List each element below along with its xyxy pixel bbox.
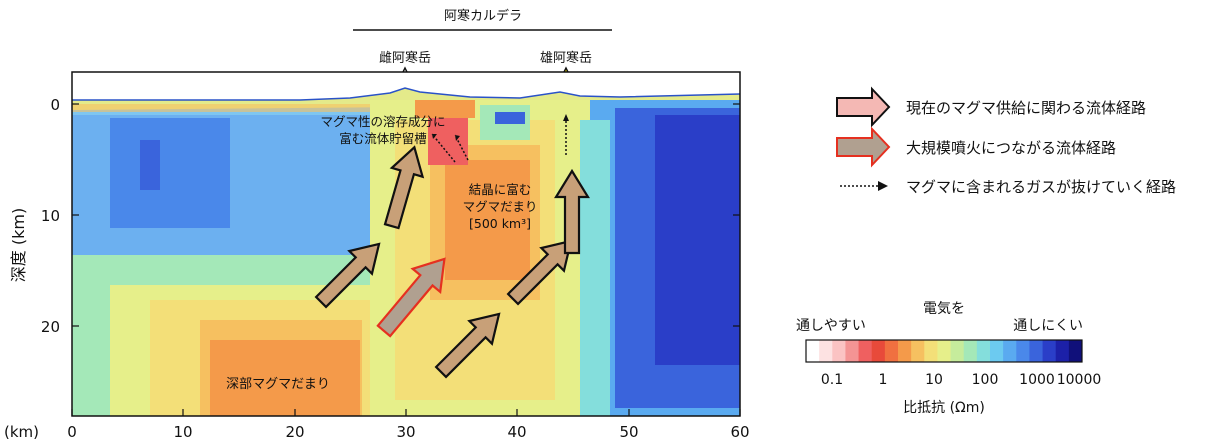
colorbar-cell bbox=[845, 340, 860, 362]
x-tick-label: 30 bbox=[396, 423, 415, 441]
colorbar-cell bbox=[1068, 340, 1083, 362]
colorbar-cell bbox=[963, 340, 978, 362]
colorbar-cell bbox=[819, 340, 833, 362]
legend-large-eruption-label: 大規模噴火につながる流体経路 bbox=[906, 139, 1116, 157]
x-tick-label: 0 bbox=[67, 423, 77, 441]
legend-current-supply-label: 現在のマグマ供給に関わる流体経路 bbox=[906, 99, 1146, 117]
colorbar-tick-label: 1000 bbox=[1019, 372, 1055, 388]
oakandake-label: 雄阿寒岳 bbox=[540, 50, 592, 66]
flow-arrow-3-icon bbox=[434, 312, 501, 379]
legend: 現在のマグマ供給に関わる流体経路 大規模噴火につながる流体経路 マグマに含まれる… bbox=[836, 86, 1176, 196]
flow-arrow-4-icon bbox=[506, 239, 573, 306]
colorbar-tick-label: 100 bbox=[972, 372, 999, 388]
gas-path-arrow-left-head-icon bbox=[432, 134, 437, 139]
legend-current-supply-icon bbox=[836, 86, 891, 128]
gas-path-arrow-mid bbox=[454, 134, 469, 161]
x-tick-label: 60 bbox=[730, 423, 749, 441]
meakandake-label: 雌阿寒岳 bbox=[379, 50, 431, 66]
colorbar-cell bbox=[871, 340, 886, 362]
crystal-annotation-line3: [500 km³] bbox=[469, 216, 531, 231]
deep-magma-annotation: 深部マグマだまり bbox=[226, 377, 330, 392]
y-tick-label: 20 bbox=[41, 318, 60, 336]
colorbar-cell bbox=[858, 340, 873, 362]
y-tick-label: 10 bbox=[41, 207, 60, 225]
colorbar-cell bbox=[950, 340, 965, 362]
gas-path-arrow-mid-head-icon bbox=[455, 135, 460, 141]
x-axis-unit: (km) bbox=[4, 423, 39, 441]
colorbar-cell bbox=[1016, 340, 1030, 362]
flow-arrow-1-icon bbox=[314, 242, 381, 309]
crystal-annotation-line1: 結晶に富む bbox=[469, 182, 532, 197]
colorbar-cell bbox=[976, 340, 991, 362]
colorbar-cell bbox=[924, 340, 938, 362]
crystal-annotation-line2: マグマだまり bbox=[463, 199, 538, 214]
colorbar: 電気を 通しやすい 通しにくい 0.1 1 10 100 1000 10000 … bbox=[796, 301, 1101, 416]
x-tick-label: 10 bbox=[173, 423, 192, 441]
colorbar-unit-label: 比抵抗 (Ωm) bbox=[903, 400, 985, 416]
x-tick-label: 20 bbox=[285, 423, 304, 441]
legend-large-eruption-icon bbox=[836, 126, 891, 168]
colorbar-frame bbox=[805, 339, 1083, 363]
y-axis-label: 深度 (km) bbox=[9, 208, 28, 282]
colorbar-cell bbox=[937, 340, 952, 362]
colorbar-cell bbox=[898, 340, 912, 362]
colorbar-left-label: 通しやすい bbox=[796, 318, 866, 334]
colorbar-cell bbox=[911, 340, 925, 362]
x-tick-label: 50 bbox=[619, 423, 638, 441]
colorbar-tick-label: 10 bbox=[925, 372, 943, 388]
colorbar-cell bbox=[1003, 340, 1017, 362]
colorbar-cell bbox=[1055, 340, 1070, 362]
axis-ticks bbox=[71, 103, 741, 416]
colorbar-tick-label: 0.1 bbox=[821, 372, 843, 388]
colorbar-title: 電気を bbox=[923, 301, 965, 317]
flow-arrow-2-icon bbox=[383, 145, 425, 230]
colorbar-cell bbox=[832, 340, 846, 362]
legend-gas-escape-label: マグマに含まれるガスが抜けていく経路 bbox=[906, 178, 1176, 196]
flow-arrow-5-icon bbox=[554, 168, 590, 255]
colorbar-cell bbox=[1029, 340, 1044, 362]
colorbar-tick-label: 1 bbox=[879, 372, 888, 388]
colorbar-cell bbox=[806, 340, 820, 362]
x-tick-label: 40 bbox=[507, 423, 526, 441]
colorbar-right-label: 通しにくい bbox=[1013, 318, 1083, 334]
colorbar-cell bbox=[990, 340, 1004, 362]
reservoir-annotation-line2: 富む流体貯留槽 bbox=[339, 131, 427, 146]
large-eruption-arrow-icon bbox=[376, 257, 446, 338]
reservoir-annotation-line1: マグマ性の溶存成分に bbox=[320, 114, 445, 129]
resistivity-section bbox=[72, 72, 740, 416]
y-tick-label: 0 bbox=[50, 96, 60, 114]
colorbar-cell bbox=[884, 340, 899, 362]
colorbar-tick-label: 10000 bbox=[1057, 372, 1102, 388]
gas-path-arrow-right-head-icon bbox=[563, 114, 569, 121]
colorbar-cell bbox=[1042, 340, 1057, 362]
legend-gas-path-arrowhead-icon bbox=[878, 181, 888, 191]
caldera-label: 阿寒カルデラ bbox=[444, 8, 522, 24]
